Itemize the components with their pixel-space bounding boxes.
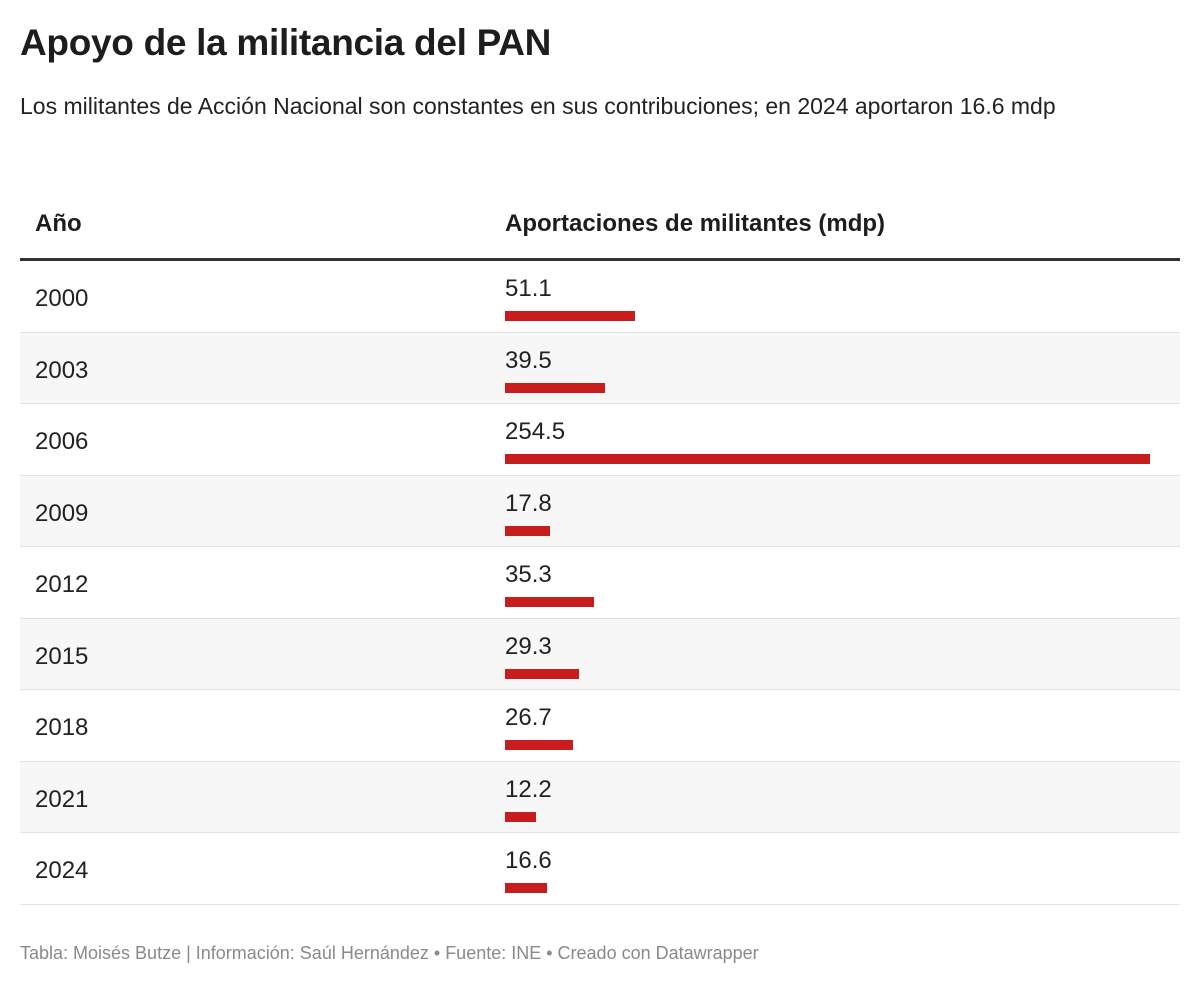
column-header-year[interactable]: Año [35,210,82,237]
value-label: 39.5 [505,346,552,374]
value-bar [505,454,1150,464]
value-bar [505,597,595,607]
value-cell: 17.8 [505,476,1180,547]
value-cell: 12.2 [505,762,1180,833]
table-body: 2000 51.1 2003 39.5 2006 254.5 2009 17.8 2012 35.… [20,261,1180,905]
year-cell: 2000 [35,285,89,312]
value-bar [505,382,606,393]
year-cell: 2006 [35,428,89,455]
table-row: 2021 12.2 [20,761,1180,833]
table-row: 2006 254.5 [20,404,1180,476]
value-bar [505,668,580,679]
value-bar [505,883,548,893]
data-table: Año Aportaciones de militantes (mdp) 200… [20,190,1180,905]
year-cell: 2009 [35,499,89,527]
value-label: 51.1 [505,275,552,302]
year-cell: 2024 [35,857,89,884]
chart-title: Apoyo de la militancia del PAN [20,22,552,63]
year-cell: 2021 [35,785,89,813]
value-cell: 26.7 [505,690,1180,761]
table-row: 2000 51.1 [20,261,1180,333]
table-header: Año Aportaciones de militantes (mdp) [20,190,1180,261]
value-label: 26.7 [505,704,552,731]
table-row: 2018 26.7 [20,690,1180,762]
value-cell: 51.1 [505,261,1180,332]
year-cell: 2015 [35,642,89,670]
table-row: 2009 17.8 [20,475,1180,547]
value-label: 12.2 [505,775,552,803]
year-cell: 2012 [35,571,89,598]
value-bar [505,311,635,321]
value-label: 254.5 [505,418,566,445]
value-label: 16.6 [505,847,552,874]
value-bar [505,740,573,750]
value-cell: 254.5 [505,404,1180,475]
table-row: 2012 35.3 [20,547,1180,619]
value-bar [505,811,536,822]
table-row: 2015 29.3 [20,618,1180,690]
value-cell: 16.6 [505,833,1180,904]
chart-subtitle: Los militantes de Acción Nacional son co… [20,93,1056,119]
table-row: 2024 16.6 [20,833,1180,905]
table-row: 2003 39.5 [20,332,1180,404]
value-label: 35.3 [505,561,552,588]
value-cell: 35.3 [505,547,1180,618]
value-cell: 39.5 [505,333,1180,404]
value-label: 29.3 [505,632,552,660]
year-cell: 2003 [35,356,89,384]
year-cell: 2018 [35,714,89,741]
value-bar [505,525,551,536]
column-header-contributions[interactable]: Aportaciones de militantes (mdp) [505,210,886,237]
value-label: 17.8 [505,489,552,517]
footer-credits: Tabla: Moisés Butze | Información: Saúl … [20,943,759,963]
value-cell: 29.3 [505,619,1180,690]
